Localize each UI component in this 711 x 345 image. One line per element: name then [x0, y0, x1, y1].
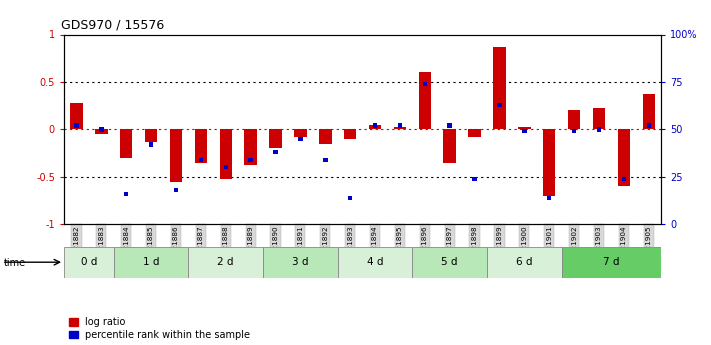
Bar [170, 129, 182, 181]
Bar [572, 129, 577, 134]
Bar [245, 129, 257, 166]
Bar [220, 129, 232, 179]
Text: time: time [4, 258, 26, 268]
Legend: log ratio, percentile rank within the sample: log ratio, percentile rank within the sa… [69, 317, 250, 340]
Bar [114, 247, 188, 278]
Bar [120, 129, 132, 158]
Bar [64, 247, 114, 278]
Text: 7 d: 7 d [603, 257, 620, 267]
Text: 3 d: 3 d [292, 257, 309, 267]
Bar [593, 108, 605, 129]
Bar [273, 150, 278, 154]
Bar [319, 129, 331, 144]
Text: 0 d: 0 d [80, 257, 97, 267]
Bar [263, 247, 338, 278]
Text: 6 d: 6 d [516, 257, 533, 267]
Bar [269, 129, 282, 148]
Text: 2 d: 2 d [218, 257, 234, 267]
Bar [621, 177, 626, 181]
Bar [95, 129, 107, 134]
Bar [444, 129, 456, 162]
Bar [597, 127, 602, 131]
Bar [369, 125, 381, 129]
Bar [397, 124, 402, 128]
Bar [568, 110, 580, 129]
Bar [419, 72, 431, 129]
Bar [373, 124, 378, 128]
Bar [643, 94, 655, 129]
Bar [323, 158, 328, 162]
Bar [198, 158, 203, 162]
Bar [472, 177, 477, 181]
Bar [298, 137, 303, 141]
Bar [195, 129, 207, 162]
Text: 1 d: 1 d [143, 257, 159, 267]
Text: 5 d: 5 d [442, 257, 458, 267]
Bar [447, 124, 452, 128]
Bar [124, 192, 129, 196]
Bar [188, 247, 263, 278]
Bar [348, 196, 353, 200]
Bar [618, 129, 630, 186]
Bar [294, 129, 306, 137]
Bar [149, 142, 154, 147]
Bar [99, 127, 104, 131]
Bar [518, 127, 530, 129]
Bar [173, 188, 178, 192]
Text: GDS970 / 15576: GDS970 / 15576 [61, 19, 164, 32]
Bar [412, 247, 487, 278]
Bar [248, 158, 253, 162]
Text: 4 d: 4 d [367, 257, 383, 267]
Bar [422, 82, 427, 86]
Bar [338, 247, 412, 278]
Bar [497, 102, 502, 107]
Bar [344, 129, 356, 139]
Bar [487, 247, 562, 278]
Bar [74, 124, 79, 128]
Bar [70, 103, 82, 129]
Bar [547, 196, 552, 200]
Bar [522, 129, 527, 134]
Bar [543, 129, 555, 196]
Bar [562, 247, 661, 278]
Bar [394, 127, 406, 129]
Bar [223, 165, 228, 169]
Bar [493, 47, 506, 129]
Bar [646, 124, 651, 128]
Bar [145, 129, 157, 142]
Bar [469, 129, 481, 137]
